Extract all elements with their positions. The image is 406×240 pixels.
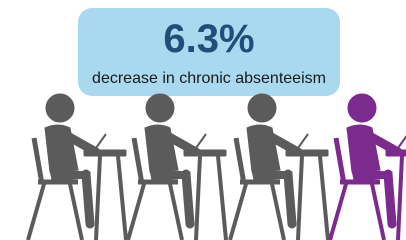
infographic: 6.3% decrease in chronic absenteeism — [0, 0, 406, 240]
highlighted-student — [330, 94, 406, 240]
student-icon — [230, 94, 328, 240]
student-icon — [330, 94, 406, 240]
student-icon — [128, 94, 226, 240]
headline-value: 6.3% — [163, 17, 254, 61]
headline-caption: decrease in chronic absenteeism — [92, 70, 326, 87]
page: 6.3% decrease in chronic absenteeism (()… — [0, 0, 406, 240]
student-icon — [28, 94, 126, 240]
students — [28, 94, 328, 240]
